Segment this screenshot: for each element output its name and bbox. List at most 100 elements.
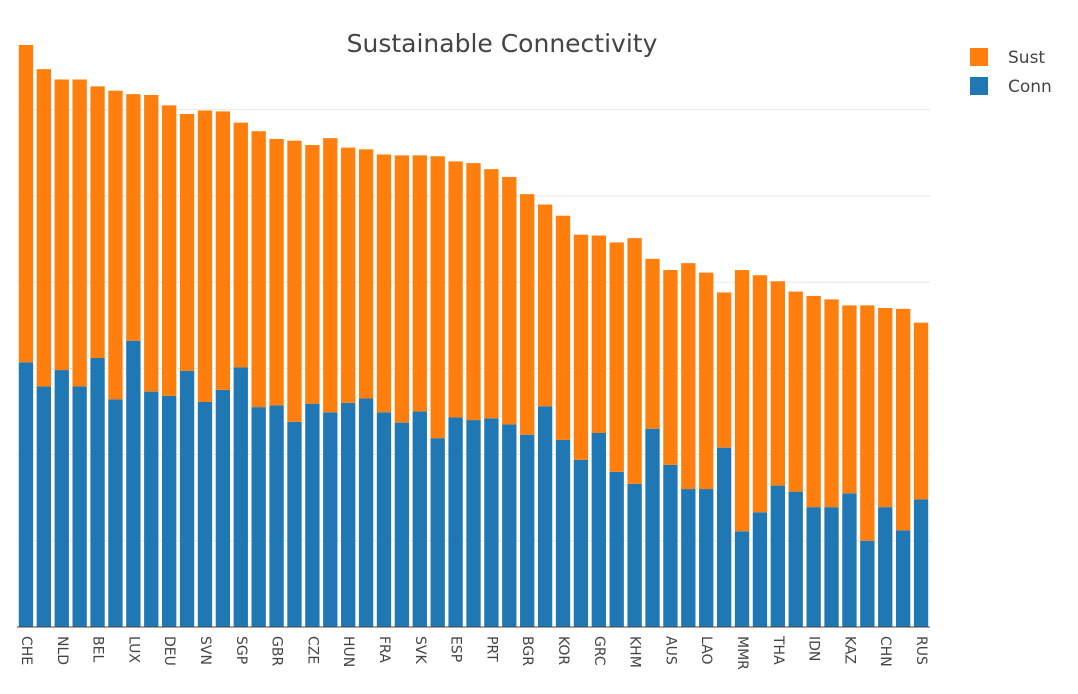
bar-sust [537,204,553,407]
bar-sust [341,147,356,403]
x-tick-label: GRC [591,636,607,666]
bar-conn [162,395,177,627]
bar-conn [788,491,803,627]
bar-sust [627,238,642,484]
legend-swatch-sust [970,48,988,66]
bar-sust [520,194,535,435]
x-tick-label: RUS [913,636,929,665]
bar-sust [573,234,589,460]
bars [18,45,929,627]
bar-conn [323,412,338,627]
bar-sust [502,176,517,425]
x-tick-label: SVK [412,636,428,664]
bar-sust [108,90,123,400]
bar-sust [788,291,803,492]
bar-sust [54,79,69,371]
bar-conn [591,433,606,627]
bar-sust [90,86,105,358]
bar-sust [233,122,248,368]
bar-conn [197,401,213,627]
bar-conn [358,398,374,627]
bar-sust [860,305,875,541]
bar-sust [72,79,87,387]
bar-conn [502,424,517,627]
x-tick-label: THA [770,635,786,665]
bar-conn [233,367,248,627]
bar-conn [287,421,302,627]
bar-sust [645,258,660,429]
x-tick-label: BGR [519,636,535,666]
bar-sust [215,111,231,390]
bar-conn [573,459,589,627]
x-tick-label: CZE [304,636,320,664]
bar-conn [895,530,911,627]
bar-sust [251,131,266,408]
x-tick-label: IDN [806,636,822,661]
bar-conn [645,428,660,627]
bar-sust [484,169,499,419]
bar-sust [18,45,34,363]
bar-sust [716,292,732,448]
bar-sust [376,154,392,413]
legend-swatch-conn [970,77,988,95]
bar-conn [90,357,105,627]
x-tick-label: SGP [233,636,249,664]
legend: Sust Conn [970,48,1052,97]
bar-conn [108,399,123,627]
bar-conn [752,512,768,627]
bar-sust [466,163,481,421]
bar-conn [36,386,52,627]
bar-conn [18,362,34,627]
x-tick-label: ESP [448,636,464,662]
bar-conn [54,370,69,627]
x-tick-label: CHN [877,636,893,667]
x-tick-label: KAZ [841,636,857,664]
bar-conn [179,370,195,627]
bar-conn [72,386,87,627]
bar-sust [842,305,857,494]
bar-conn [770,485,785,627]
bar-sust [412,155,427,412]
bar-conn [716,447,732,627]
bar-sust [734,270,750,532]
bar-sust [287,140,302,422]
bar-conn [466,420,481,627]
bar-sust [663,270,678,465]
bar-sust [162,105,177,396]
bar-sust [591,235,606,433]
bar-sust [448,161,463,418]
x-tick-label: FRA [376,636,392,663]
bar-conn [126,340,141,627]
x-tick-label: PRT [483,636,499,662]
chart-title: Sustainable Connectivity [347,29,658,58]
bar-sust [269,138,284,406]
bar-conn [448,417,463,627]
bar-conn [537,406,553,627]
bar-sust [305,145,320,404]
x-tick-label: BEL [90,636,106,662]
bar-conn [878,507,893,627]
bar-conn [663,464,678,627]
bar-sust [806,295,821,508]
x-tick-label: CHE [18,636,34,665]
bar-conn [341,402,356,627]
bar-sust [394,155,410,423]
bar-sust [36,69,52,387]
bar-conn [913,499,929,627]
x-tick-label: GBR [269,636,285,666]
bar-sust [144,95,159,392]
x-tick-label: NLD [54,636,70,665]
bar-conn [842,493,857,627]
bar-conn [305,403,320,627]
x-tick-label: MMR [734,636,750,670]
legend-label-sust: Sust [1008,48,1045,68]
bar-conn [555,439,571,627]
bar-conn [394,422,410,627]
bar-conn [609,471,624,627]
bar-sust [126,94,141,341]
x-tick-label: KHM [627,636,643,668]
bar-conn [627,483,642,627]
x-tick-label: SVN [197,636,213,665]
bar-conn [376,412,392,627]
bar-sust [752,275,768,513]
